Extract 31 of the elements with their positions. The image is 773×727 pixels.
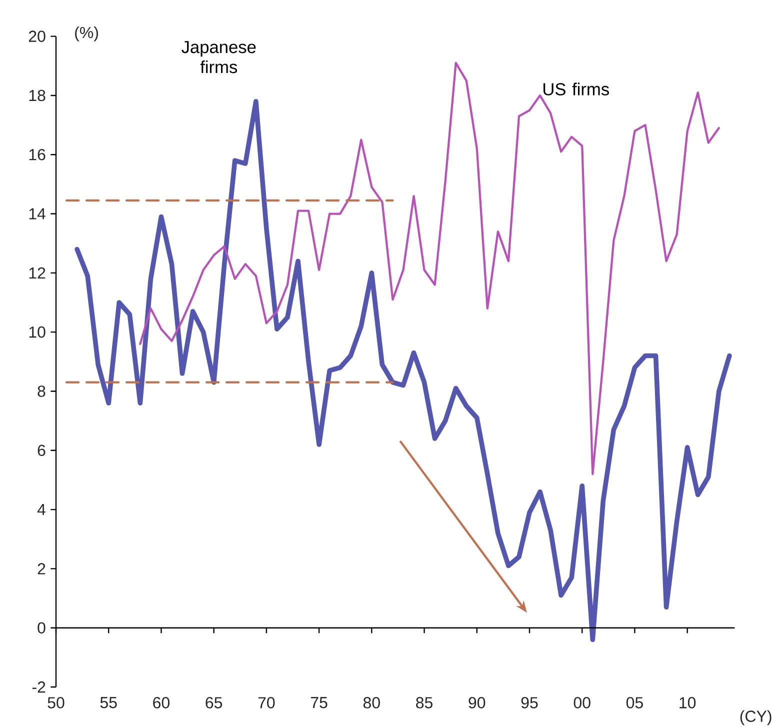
line-series	[74, 98, 732, 642]
series-label: US firms	[544, 82, 609, 96]
x-tick-label: 75	[310, 697, 328, 708]
x-axis-title: (CY)	[740, 710, 772, 726]
y-tick-label: -2	[32, 681, 46, 693]
y-tick-label: 0	[38, 622, 46, 634]
x-tick-label: 05	[626, 697, 643, 708]
y-tick-label: 16	[29, 148, 46, 160]
x-tick-label: 00	[574, 697, 590, 708]
y-tick-label: 14	[29, 208, 46, 220]
x-tick-label: 60	[153, 697, 170, 708]
x-tick-label: 55	[100, 697, 117, 708]
x-tick-label: 95	[521, 697, 538, 708]
x-tick-label: 65	[206, 697, 222, 708]
x-tick-label: 90	[468, 697, 486, 708]
line-series	[139, 62, 720, 476]
x-tick-label: 10	[680, 697, 696, 708]
x-tick-label: 80	[363, 697, 380, 708]
y-tick-label: 8	[38, 386, 46, 397]
y-tick-label: 4	[37, 504, 46, 516]
y-tick-label: 20	[28, 30, 46, 42]
y-axis-title: (%)	[75, 26, 98, 42]
x-tick-label: 85	[416, 697, 432, 708]
series-label: Japanese firms	[182, 41, 256, 74]
y-tick-label: 18	[29, 90, 46, 102]
x-tick-label: 70	[258, 697, 275, 708]
y-tick-label: 10	[29, 326, 46, 338]
x-tick-label: 50	[48, 697, 64, 708]
y-tick-label: 12	[29, 267, 46, 279]
y-tick-label: 2	[38, 563, 46, 574]
y-tick-label: 6	[38, 444, 46, 456]
